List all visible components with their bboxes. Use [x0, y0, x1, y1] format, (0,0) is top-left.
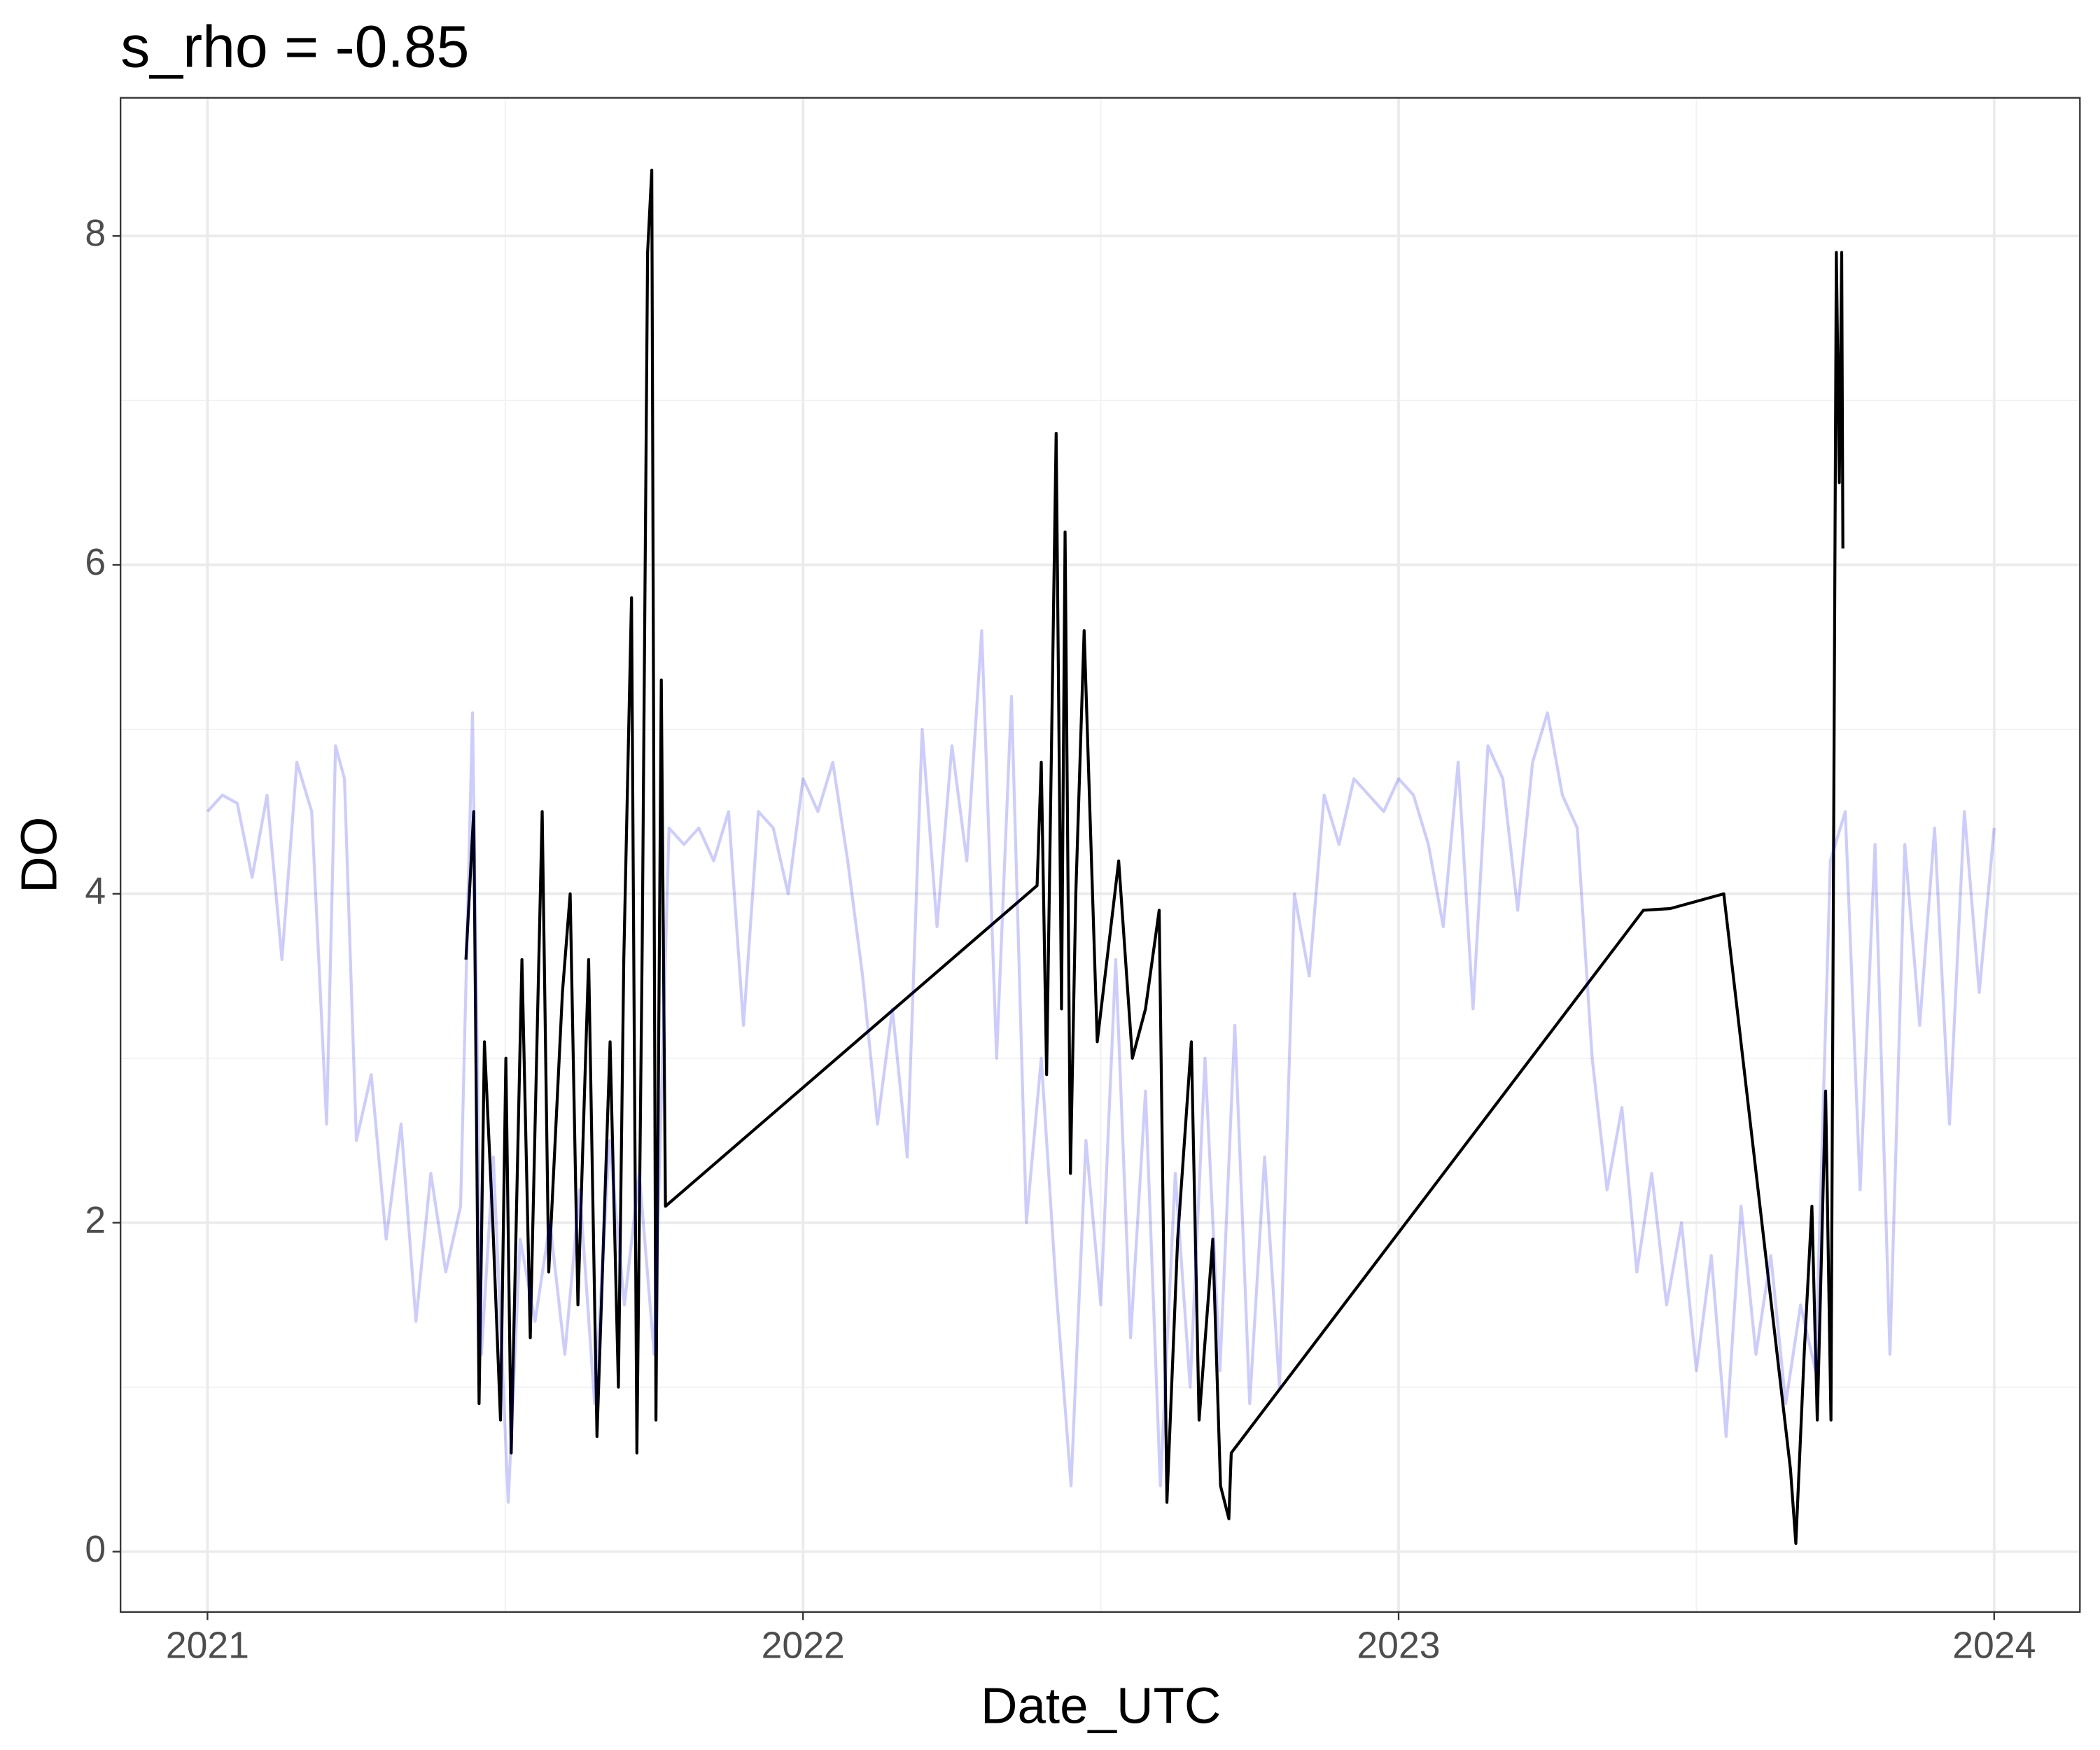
- x-axis-title: Date_UTC: [981, 1678, 1221, 1735]
- x-tick-label: 2024: [1952, 1625, 2036, 1667]
- x-tick-label: 2023: [1357, 1625, 1440, 1667]
- y-tick-label: 8: [85, 212, 106, 254]
- panel-border: [120, 97, 2081, 1613]
- x-tick-label: 2021: [166, 1625, 249, 1667]
- y-tick-label: 6: [85, 541, 106, 583]
- y-tick-label: 0: [85, 1528, 106, 1570]
- y-tick-label: 4: [85, 870, 106, 912]
- y-axis-title: DO: [10, 817, 67, 893]
- chart-title: s_rho = -0.85: [120, 14, 469, 80]
- data-line: [206, 629, 1996, 1504]
- data-line: [464, 169, 1844, 1545]
- grid: [120, 97, 2080, 1612]
- y-tick-label: 2: [85, 1199, 106, 1241]
- axes: 2021 2022 2023 2024 0 2 4 6 8: [85, 212, 2036, 1666]
- x-tick-label: 2022: [762, 1625, 845, 1667]
- plot-lines: [206, 169, 1996, 1545]
